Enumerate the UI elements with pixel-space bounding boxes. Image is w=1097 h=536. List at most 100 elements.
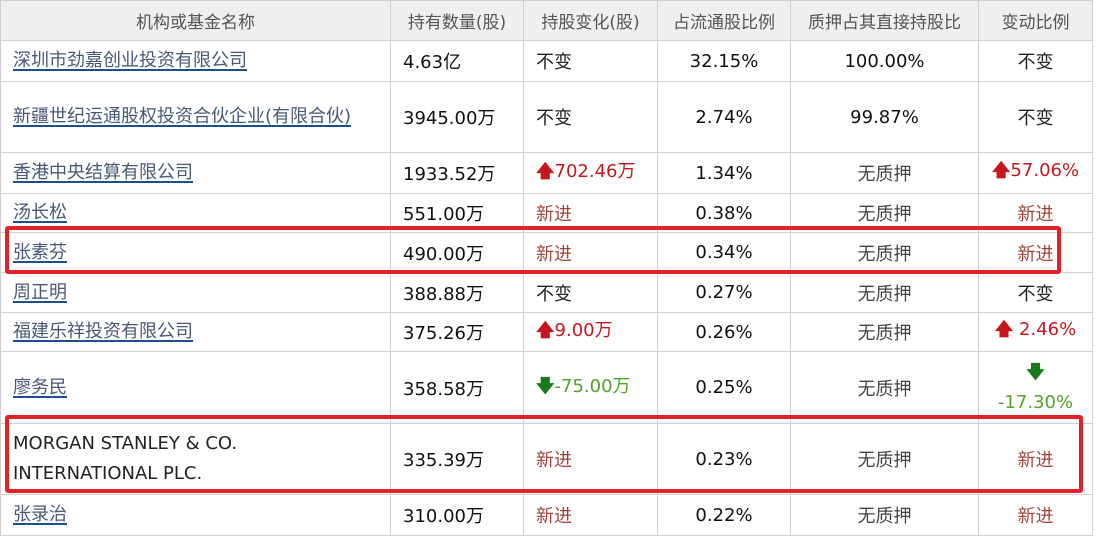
cell-float-ratio: 32.15% — [657, 40, 791, 82]
holder-name-link[interactable]: 香港中央结算有限公司 — [13, 162, 193, 183]
cell-change: 新进 — [523, 193, 658, 233]
change-ratio-value: 不变 — [1017, 52, 1054, 73]
cell-pledge: 无质押 — [790, 494, 979, 536]
cell-change: 不变 — [523, 272, 658, 313]
header-shares[interactable]: 持有数量(股) — [390, 0, 524, 41]
cell-float-ratio: 0.23% — [657, 423, 791, 495]
holder-name-link[interactable]: 廖务民 — [13, 376, 67, 398]
float-ratio-value: 32.15% — [689, 50, 759, 72]
change-ratio-value: 57.06% — [1010, 160, 1080, 181]
holder-name-link[interactable]: 深圳市劲嘉创业投资有限公司 — [13, 50, 247, 71]
change-ratio-value: 新进 — [1017, 450, 1054, 471]
header-name[interactable]: 机构或基金名称 — [0, 0, 391, 41]
table-row: 张录治 310.00万 新进 0.22% 无质押 新进 — [0, 494, 1093, 536]
cell-change: 🡅702.46万 — [523, 152, 658, 194]
float-ratio-value: 0.34% — [695, 242, 753, 263]
cell-shares: 4.63亿 — [390, 40, 524, 82]
change-value: 新进 — [536, 204, 572, 225]
cell-name: 周正明 — [0, 272, 391, 313]
cell-float-ratio: 2.74% — [657, 81, 791, 153]
shares-value: 551.00万 — [403, 204, 484, 225]
change-ratio-value: -17.30% — [997, 391, 1074, 413]
change-value: 不变 — [536, 52, 572, 73]
holder-name-link[interactable]: 周正明 — [13, 281, 67, 303]
header-change[interactable]: 持股变化(股) — [523, 0, 658, 41]
cell-shares: 3945.00万 — [390, 81, 524, 153]
cell-name: 廖务民 — [0, 351, 391, 424]
holder-name-link[interactable]: 张录治 — [13, 504, 67, 525]
change-ratio-value: 不变 — [1017, 283, 1054, 305]
cell-shares: 358.58万 — [390, 351, 524, 424]
change-value: 不变 — [536, 283, 572, 305]
pledge-value: 无质押 — [857, 450, 912, 471]
cell-pledge: 100.00% — [790, 40, 979, 82]
pledge-value: 无质押 — [857, 164, 912, 185]
cell-change: 🡇-75.00万 — [523, 351, 658, 424]
change-value: -75.00万 — [554, 375, 631, 397]
cell-change-ratio: 新进 — [978, 193, 1093, 233]
cell-change: 不变 — [523, 81, 658, 153]
cell-change: 新进 — [523, 494, 658, 536]
cell-shares: 388.88万 — [390, 272, 524, 313]
float-ratio-value: 0.22% — [695, 504, 753, 526]
change-ratio-value: 新进 — [1017, 204, 1054, 225]
table-row: 香港中央结算有限公司 1933.52万 🡅702.46万 1.34% 无质押 🡅… — [0, 152, 1093, 194]
float-ratio-value: 0.38% — [695, 202, 753, 224]
arrow-up-icon: 🡅 — [536, 161, 555, 182]
pledge-value: 无质押 — [857, 283, 912, 305]
shares-value: 335.39万 — [403, 450, 484, 471]
cell-float-ratio: 0.27% — [657, 272, 791, 313]
pledge-value: 99.87% — [850, 106, 919, 128]
cell-shares: 310.00万 — [390, 494, 524, 536]
float-ratio-value: 1.34% — [695, 162, 753, 184]
header-pledge-ratio[interactable]: 质押占其直接持股比 — [790, 0, 979, 41]
cell-change-ratio: 不变 — [978, 272, 1093, 313]
arrow-up-icon: 🡅 — [536, 320, 555, 341]
table-row: 周正明 388.88万 不变 0.27% 无质押 不变 — [0, 272, 1093, 313]
cell-change-ratio: 新进 — [978, 494, 1093, 536]
cell-float-ratio: 0.22% — [657, 494, 791, 536]
cell-pledge: 无质押 — [790, 351, 979, 424]
cell-shares: 375.26万 — [390, 312, 524, 352]
cell-pledge: 99.87% — [790, 81, 979, 153]
holder-name-link[interactable]: 福建乐祥投资有限公司 — [13, 321, 193, 342]
header-float-ratio[interactable]: 占流通股比例 — [657, 0, 791, 41]
header-change-ratio[interactable]: 变动比例 — [978, 0, 1093, 41]
cell-name: 深圳市劲嘉创业投资有限公司 — [0, 40, 391, 82]
cell-pledge: 无质押 — [790, 312, 979, 352]
table-row: 深圳市劲嘉创业投资有限公司 4.63亿 不变 32.15% 100.00% 不变 — [0, 40, 1093, 82]
change-value: 702.46万 — [554, 161, 636, 182]
pledge-value: 无质押 — [857, 243, 912, 265]
float-ratio-value: 0.25% — [695, 377, 753, 398]
float-ratio-value: 0.26% — [695, 321, 753, 343]
cell-pledge: 无质押 — [790, 152, 979, 194]
cell-name: 张录治 — [0, 494, 391, 536]
cell-change: 不变 — [523, 40, 658, 82]
arrow-down-icon: 🡇 — [536, 375, 555, 397]
table-row: 汤长松 551.00万 新进 0.38% 无质押 新进 — [0, 193, 1093, 233]
table-row: 福建乐祥投资有限公司 375.26万 🡅9.00万 0.26% 无质押 🡅 2.… — [0, 312, 1093, 352]
shares-value: 3945.00万 — [403, 108, 496, 129]
change-value: 新进 — [536, 243, 572, 265]
holder-name-link[interactable]: 张素芬 — [13, 241, 67, 263]
table-row: 廖务民 358.58万 🡇-75.00万 0.25% 无质押 🡇 -17.30% — [0, 351, 1093, 424]
cell-name: 新疆世纪运通股权投资合伙企业(有限合伙) — [0, 81, 391, 153]
change-value: 新进 — [536, 506, 572, 527]
cell-shares: 551.00万 — [390, 193, 524, 233]
holder-name: MORGAN STANLEY & CO. INTERNATIONAL PLC. — [13, 433, 238, 484]
cell-float-ratio: 0.26% — [657, 312, 791, 352]
holder-name-link[interactable]: 汤长松 — [13, 202, 67, 223]
holder-name-link[interactable]: 新疆世纪运通股权投资合伙企业(有限合伙) — [13, 106, 352, 127]
pledge-value: 无质押 — [857, 323, 912, 344]
shares-value: 388.88万 — [403, 283, 484, 305]
table-header-row: 机构或基金名称 持有数量(股) 持股变化(股) 占流通股比例 质押占其直接持股比… — [0, 0, 1093, 41]
change-value: 9.00万 — [554, 320, 613, 341]
cell-change-ratio: 🡅57.06% — [978, 152, 1093, 194]
cell-change-ratio: 🡅 2.46% — [978, 312, 1093, 352]
float-ratio-value: 0.23% — [695, 448, 753, 470]
cell-change: 新进 — [523, 232, 658, 273]
change-ratio-value: 新进 — [1017, 506, 1054, 527]
table-row: 新疆世纪运通股权投资合伙企业(有限合伙) 3945.00万 不变 2.74% 9… — [0, 81, 1093, 153]
cell-pledge: 无质押 — [790, 272, 979, 313]
